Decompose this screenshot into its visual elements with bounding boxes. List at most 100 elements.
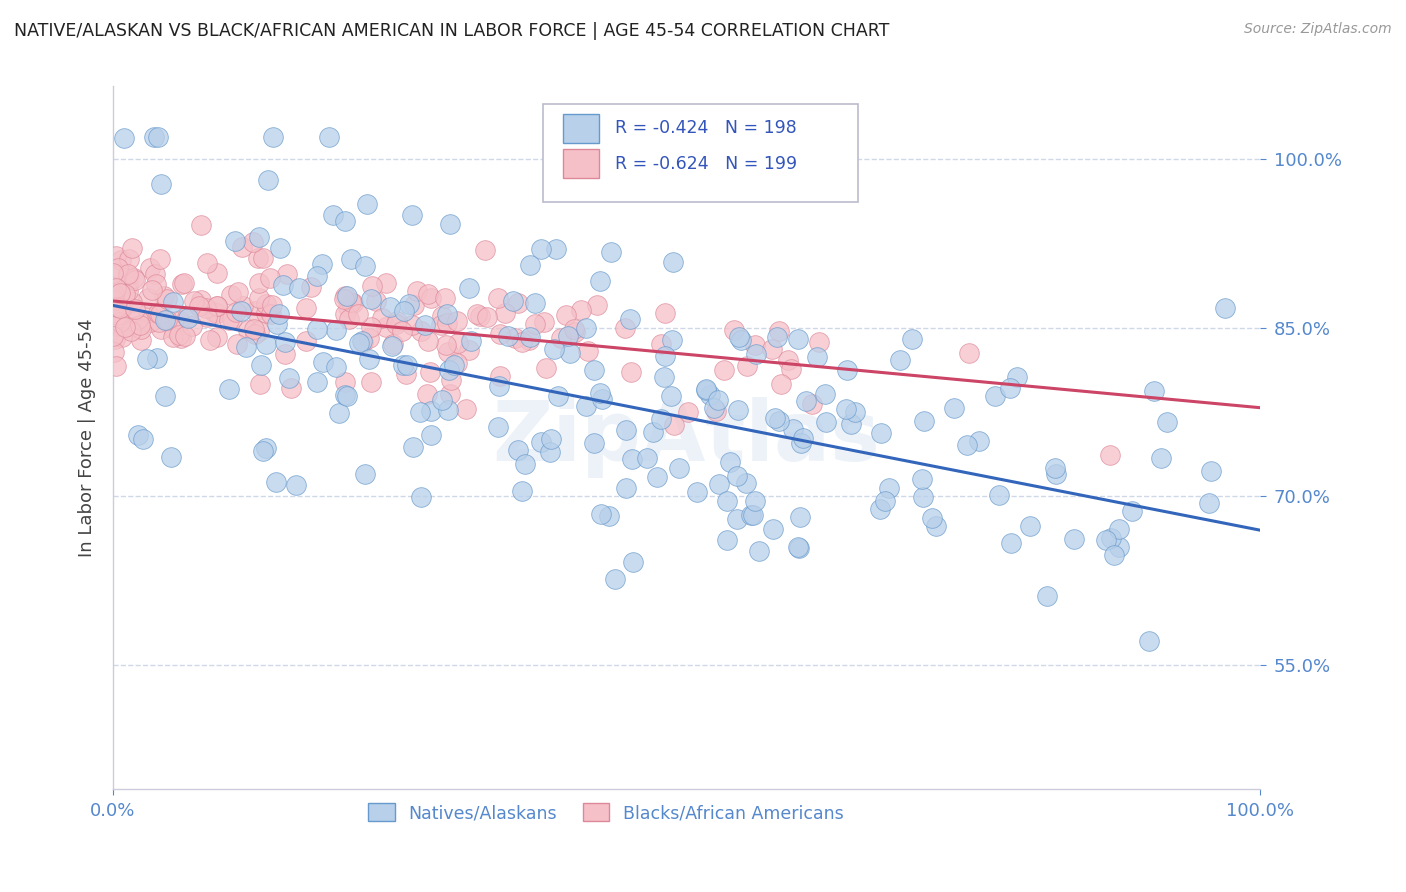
Point	[190, 218, 212, 232]
Point	[614, 423, 637, 437]
Point	[274, 347, 297, 361]
Point	[699, 388, 721, 402]
Point	[837, 363, 859, 377]
Point	[121, 319, 143, 334]
Point	[1063, 533, 1085, 547]
Point	[603, 572, 626, 586]
Point	[676, 405, 699, 419]
Text: R = -0.624   N = 199: R = -0.624 N = 199	[616, 154, 797, 172]
Point	[225, 305, 247, 319]
Point	[205, 266, 228, 280]
Point	[730, 333, 752, 347]
Point	[768, 324, 790, 338]
Point	[107, 319, 129, 334]
Point	[335, 289, 357, 303]
Point	[686, 485, 709, 500]
Point	[647, 470, 669, 484]
Point	[139, 260, 162, 275]
Point	[231, 240, 253, 254]
Point	[557, 328, 579, 343]
Point	[262, 129, 284, 144]
Point	[360, 292, 382, 306]
Point	[766, 330, 789, 344]
Point	[416, 334, 439, 349]
Point	[748, 543, 770, 558]
Point	[1108, 540, 1130, 554]
Point	[839, 417, 862, 431]
Point	[547, 389, 569, 403]
Point	[735, 359, 758, 374]
Point	[614, 481, 637, 495]
Point	[336, 389, 359, 403]
Point	[900, 333, 922, 347]
Point	[198, 333, 221, 347]
Point	[259, 271, 281, 285]
Point	[266, 475, 288, 489]
Point	[104, 281, 127, 295]
Point	[136, 291, 159, 305]
Point	[205, 299, 228, 313]
Point	[695, 383, 717, 397]
Point	[177, 310, 200, 325]
Point	[120, 324, 142, 338]
Point	[1000, 536, 1022, 550]
Point	[546, 243, 568, 257]
Point	[401, 318, 423, 332]
Point	[662, 417, 685, 432]
Point	[447, 335, 470, 350]
FancyBboxPatch shape	[543, 103, 859, 202]
Point	[508, 443, 530, 458]
Point	[205, 330, 228, 344]
Point	[402, 440, 425, 454]
Point	[723, 323, 745, 337]
Point	[619, 311, 641, 326]
Point	[439, 363, 461, 377]
Point	[523, 295, 546, 310]
Point	[381, 339, 404, 353]
Point	[436, 344, 458, 359]
Point	[360, 279, 382, 293]
Point	[247, 324, 270, 338]
Point	[352, 334, 374, 349]
Point	[205, 299, 228, 313]
Point	[550, 331, 572, 345]
Point	[446, 314, 468, 328]
Point	[787, 541, 810, 555]
Point	[538, 445, 561, 459]
Point	[195, 256, 218, 270]
Point	[1149, 451, 1171, 466]
Point	[117, 267, 139, 281]
Point	[169, 313, 191, 327]
Point	[257, 173, 280, 187]
Point	[325, 360, 347, 375]
Point	[103, 287, 125, 301]
Point	[347, 307, 370, 321]
Point	[162, 322, 184, 336]
Point	[124, 302, 146, 317]
Point	[437, 403, 460, 417]
Point	[792, 431, 814, 445]
Point	[598, 509, 620, 524]
Point	[654, 306, 676, 320]
Point	[107, 308, 129, 322]
Point	[496, 328, 519, 343]
Point	[543, 342, 565, 356]
Point	[779, 362, 801, 376]
Point	[129, 333, 152, 347]
Point	[202, 305, 225, 319]
Point	[108, 286, 131, 301]
Point	[967, 434, 990, 449]
Point	[333, 387, 356, 401]
Point	[249, 377, 271, 392]
Point	[247, 277, 270, 291]
Point	[129, 318, 152, 332]
Point	[262, 298, 284, 312]
Point	[984, 389, 1007, 403]
Point	[252, 444, 274, 458]
Point	[460, 334, 482, 348]
Point	[153, 389, 176, 403]
Point	[510, 484, 533, 499]
Point	[474, 243, 496, 257]
Point	[494, 306, 516, 320]
Point	[318, 129, 340, 144]
